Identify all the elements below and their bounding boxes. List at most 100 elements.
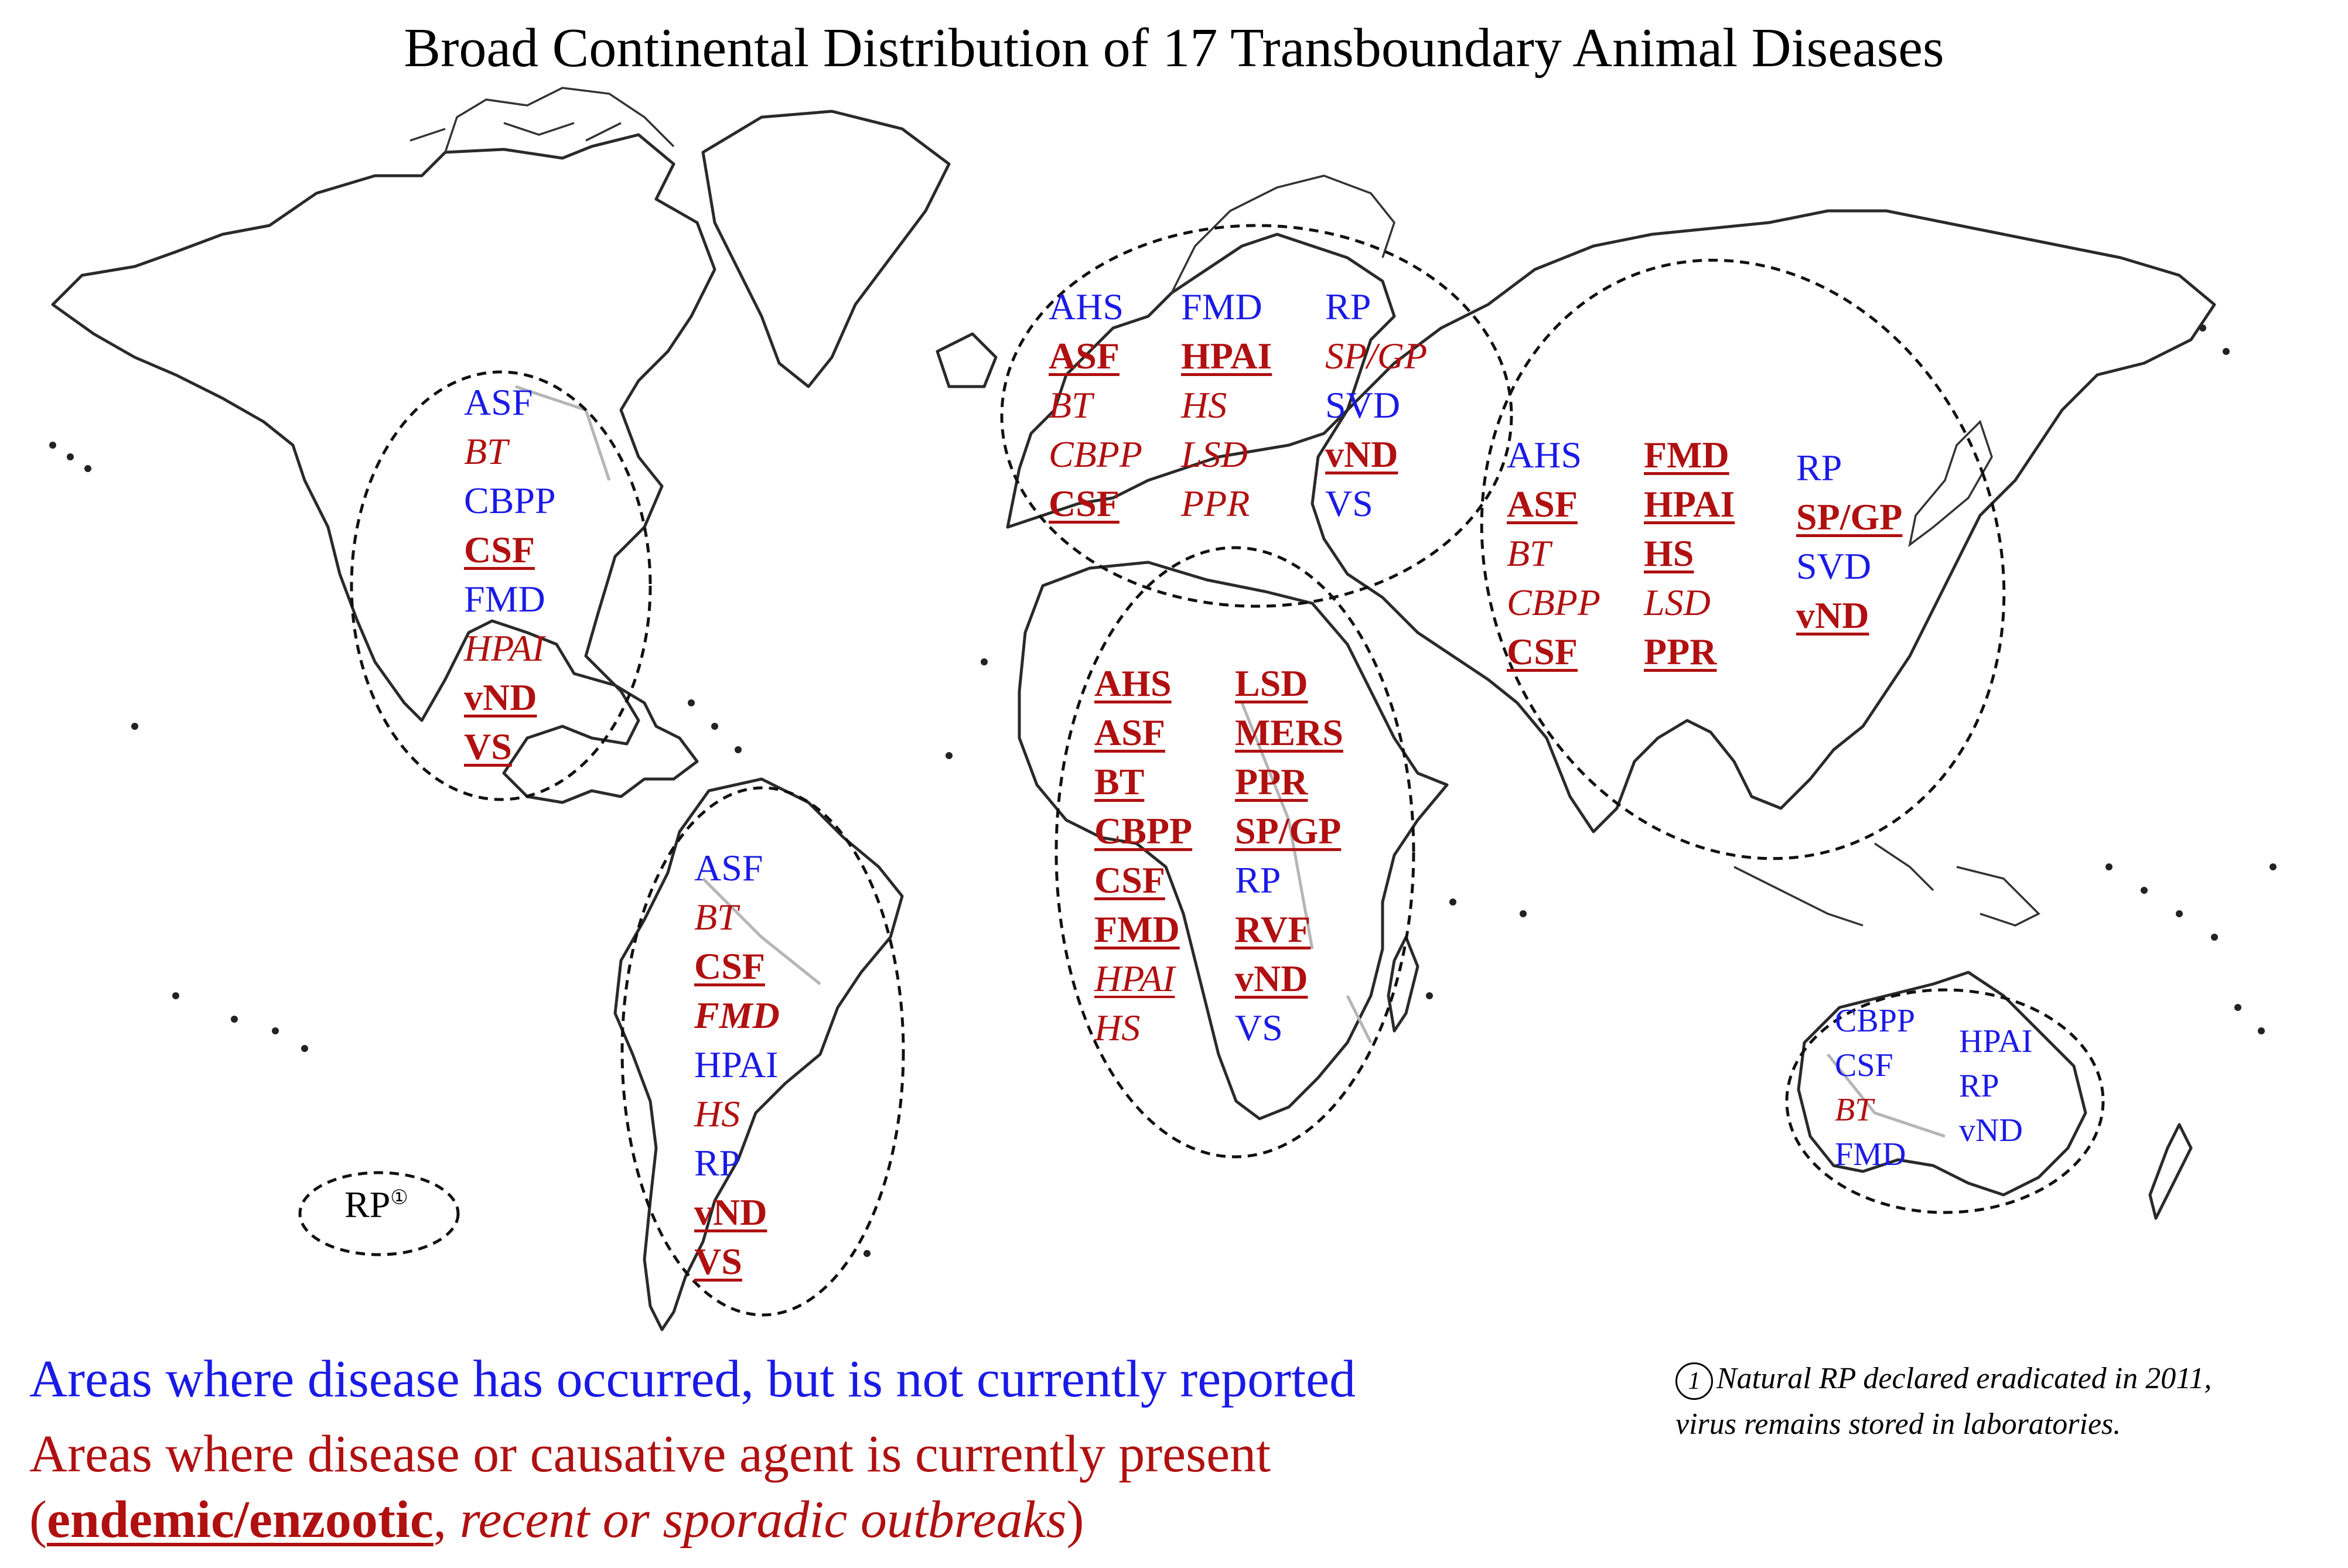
region-circle-europe: [1000, 224, 1513, 608]
region-circle-pacific: [298, 1171, 460, 1256]
disease-label: RP: [694, 1142, 740, 1184]
japan-outline: [1908, 419, 1993, 548]
australia-outline: [1797, 971, 2087, 1197]
disease-label: AHS: [1094, 662, 1172, 704]
europe-outline: [936, 233, 1396, 529]
disease-label: RP: [1959, 1068, 1999, 1104]
asia-outline: [1310, 209, 2216, 833]
disease-label: FMD: [1181, 286, 1262, 327]
disease-label: RP: [1325, 286, 1371, 327]
region-column: RP SP/GP SVD vND: [1796, 443, 1902, 640]
legend-status-types: (endemic/enzootic, recent or sporadic ou…: [29, 1491, 1084, 1549]
footnote: 1 Natural RP declared eradicated in 2011,…: [1675, 1362, 2212, 1441]
scandinavia-outline: [1170, 175, 1395, 293]
disease-label: vND: [464, 677, 537, 718]
region-column: FMD HPAI HS LSD PPR: [1181, 282, 1272, 528]
disease-label: VS: [464, 726, 512, 767]
region-column: ASF BT CBPP CSF FMD HPAI vND VS: [464, 378, 556, 771]
africa-outline: [1018, 561, 1449, 1121]
disease-label: RVF: [1235, 908, 1311, 950]
disease-label: ASF: [1094, 712, 1165, 753]
disease-label: HPAI: [1181, 335, 1272, 377]
disease-label: FMD: [464, 578, 545, 620]
disease-label: BT: [1507, 532, 1551, 574]
region-column: LSD MERS PPR SP/GP RP RVF vND VS: [1235, 659, 1343, 1053]
disease-label: vND: [1325, 433, 1398, 475]
legend-not-reported: Areas where disease has occurred, but is…: [29, 1350, 1356, 1408]
disease-label: CBPP: [464, 480, 556, 521]
footnote-marker: ①: [390, 1187, 408, 1209]
disease-label: vND: [1235, 958, 1308, 999]
disease-label: AHS: [1507, 434, 1582, 476]
disease-label: HS: [1094, 1007, 1141, 1048]
arctic-islands: [409, 87, 675, 153]
disease-label: ASF: [1507, 483, 1578, 525]
page-title: Broad Continental Distribution of 17 Tra…: [404, 18, 1944, 78]
disease-label: CSF: [464, 529, 535, 571]
region-column: FMD HPAI HS LSD PPR: [1644, 431, 1735, 677]
region-circle-asia: [1480, 258, 2006, 860]
disease-label: HS: [694, 1093, 740, 1135]
disease-label: SP/GP: [1235, 810, 1342, 852]
disease-label: HPAI: [694, 1044, 779, 1085]
disease-label: vND: [1796, 595, 1869, 636]
greenland-outline: [701, 110, 951, 388]
disease-label: HPAI: [1959, 1023, 2033, 1060]
region-column: ASF BT CSF FMD HPAI HS RP vND VS: [694, 843, 780, 1286]
disease-label: ASF: [464, 381, 533, 423]
disease-label: CBPP: [1094, 810, 1193, 852]
disease-label: PPR: [1181, 483, 1250, 524]
region-column: AHS ASF BT CBPP CSF: [1049, 282, 1142, 528]
disease-label: ASF: [694, 847, 763, 889]
southeast-asia-islands: [1733, 842, 2040, 927]
disease-label: SP/GP: [1796, 496, 1903, 538]
disease-label: SVD: [1796, 545, 1872, 587]
north-america-outline: [51, 133, 716, 804]
legend-endemic: endemic/enzootic: [46, 1491, 434, 1549]
disease-label: HPAI: [1094, 958, 1175, 999]
new-zealand-outline: [2148, 1123, 2193, 1220]
disease-label: PPR: [1644, 631, 1717, 672]
disease-label: BT: [1049, 384, 1093, 426]
disease-label: LSD: [1181, 433, 1248, 475]
footnote-number: 1: [1675, 1362, 1713, 1400]
disease-label: CBPP: [1835, 1003, 1915, 1039]
disease-label: FMD: [1644, 434, 1729, 476]
disease-label: FMD: [1094, 908, 1180, 950]
disease-label: HS: [1644, 532, 1694, 574]
disease-label: ASF: [1049, 335, 1120, 377]
disease-label: CSF: [1094, 859, 1165, 901]
disease-label: CSF: [1835, 1047, 1893, 1084]
disease-label: VS: [694, 1241, 742, 1282]
disease-label: VS: [1235, 1007, 1283, 1048]
region-column: RP SP/GP SVD vND VS: [1325, 282, 1427, 528]
region-column: AHS ASF BT CBPP CSF FMD HPAI HS: [1094, 659, 1192, 1053]
disease-label: HPAI: [1644, 483, 1735, 525]
disease-label: MERS: [1235, 712, 1343, 753]
region-circle-north-america: [350, 370, 652, 801]
region-circle-africa: [1054, 546, 1415, 1159]
disease-label: SP/GP: [1325, 335, 1428, 377]
disease-label: BT: [694, 896, 738, 938]
disease-label: CSF: [1507, 631, 1578, 672]
legend-recent: recent or sporadic outbreaks: [459, 1491, 1067, 1549]
disease-label: VS: [1325, 483, 1373, 524]
disease-label: vND: [1959, 1112, 2023, 1149]
disease-label: CBPP: [1049, 433, 1142, 475]
disease-label: AHS: [1049, 286, 1124, 327]
disease-label: RP: [1796, 447, 1842, 488]
disease-label: vND: [694, 1191, 767, 1233]
disease-label: LSD: [1235, 662, 1308, 704]
scattered-islands: [49, 324, 2277, 1257]
disease-label: CSF: [1049, 483, 1120, 524]
disease-label: PPR: [1235, 761, 1308, 802]
south-america-outline: [613, 777, 904, 1331]
pacific-rp-label: RP①: [344, 1184, 408, 1225]
disease-label: SVD: [1325, 384, 1401, 426]
disease-label: LSD: [1644, 582, 1711, 623]
region-circle-south-america: [620, 786, 905, 1317]
disease-label: HS: [1181, 384, 1227, 426]
region-column: AHS ASF BT CBPP CSF: [1507, 431, 1600, 677]
region-circle-oceania: [1785, 988, 2105, 1214]
